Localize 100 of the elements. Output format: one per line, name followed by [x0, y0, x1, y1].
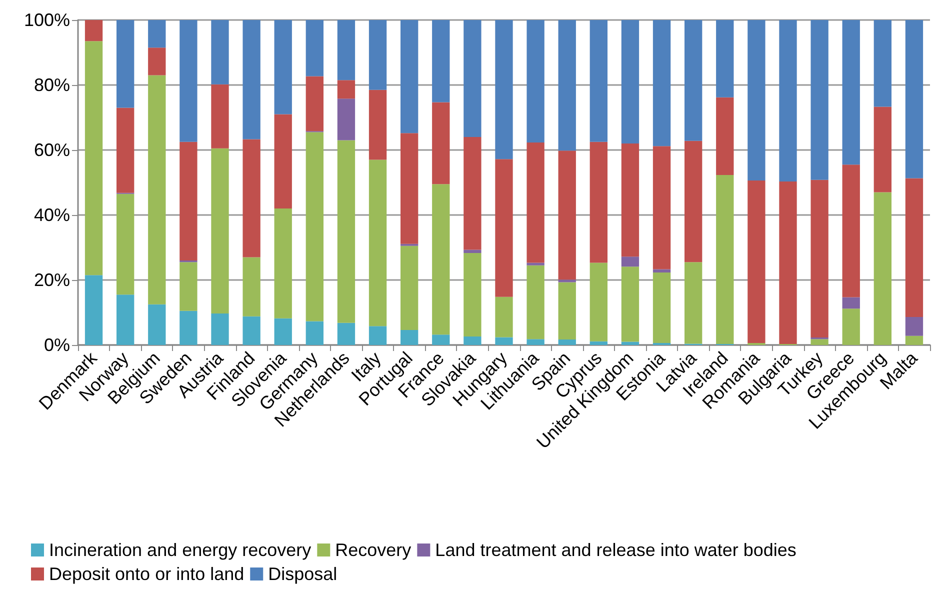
- bar: [400, 246, 418, 330]
- bar: [590, 262, 608, 342]
- bar: [495, 337, 513, 345]
- bar: [148, 20, 166, 48]
- bar: [306, 76, 324, 132]
- y-tick-label: 80%: [34, 75, 70, 95]
- y-tick-label: 0%: [44, 335, 70, 355]
- bar: [652, 146, 671, 270]
- y-tick-label: 40%: [34, 205, 70, 225]
- bar: [211, 313, 229, 345]
- bar: [558, 150, 576, 280]
- bar: [652, 272, 671, 344]
- bar: [337, 322, 356, 345]
- bar: [242, 316, 260, 345]
- bar: [180, 262, 198, 311]
- bar: [242, 257, 260, 316]
- bar: [652, 269, 671, 273]
- bar: [274, 208, 292, 318]
- bar: [464, 336, 482, 345]
- bar: [180, 20, 198, 142]
- bar: [116, 294, 134, 345]
- bar: [306, 132, 324, 322]
- legend-label: Deposit onto or into land: [49, 564, 244, 584]
- bar: [684, 20, 702, 141]
- bar: [621, 20, 640, 144]
- bar: [84, 41, 103, 276]
- bar: [337, 140, 356, 323]
- bar: [495, 296, 513, 338]
- bar: [337, 98, 356, 140]
- bar: [905, 20, 924, 178]
- bar: [526, 339, 544, 345]
- bar: [464, 250, 482, 254]
- bar: [874, 192, 892, 345]
- bar: [748, 20, 766, 181]
- bar: [368, 326, 387, 345]
- bar: [526, 20, 544, 143]
- bar: [337, 20, 356, 80]
- bar: [368, 90, 387, 160]
- bar: [432, 184, 450, 335]
- bar: [779, 182, 797, 344]
- bar: [716, 97, 734, 176]
- bar: [684, 262, 702, 344]
- legend-label: Disposal: [268, 564, 338, 584]
- bar: [842, 308, 860, 345]
- bar: [148, 304, 166, 345]
- bar: [558, 282, 576, 340]
- bar: [116, 20, 134, 108]
- y-tick-label: 100%: [24, 10, 70, 30]
- bar: [810, 180, 828, 338]
- bar: [211, 20, 229, 84]
- bar: [495, 20, 513, 160]
- bar: [810, 20, 828, 180]
- bar: [368, 20, 387, 90]
- bar: [716, 175, 734, 344]
- bar: [464, 253, 482, 337]
- legend-label: Recovery: [335, 540, 412, 560]
- y-tick-label: 20%: [34, 270, 70, 290]
- bar: [590, 142, 608, 263]
- bar: [495, 159, 513, 297]
- bar: [274, 114, 292, 208]
- bar: [652, 20, 671, 146]
- bar: [337, 80, 356, 99]
- bar: [211, 84, 229, 148]
- bar: [590, 341, 608, 345]
- bar: [842, 164, 860, 298]
- bar: [621, 266, 640, 342]
- bar: [905, 178, 924, 318]
- bar: [558, 20, 576, 151]
- bar: [180, 310, 198, 345]
- bar: [116, 194, 134, 295]
- bar: [716, 20, 734, 98]
- bar: [874, 106, 892, 192]
- legend-label: Land treatment and release into water bodies: [435, 540, 796, 560]
- bar: [464, 137, 482, 250]
- bar: [180, 142, 198, 260]
- bar: [211, 148, 229, 314]
- bar: [306, 20, 324, 76]
- bar: [810, 339, 828, 345]
- bar: [242, 139, 260, 258]
- bar: [842, 20, 860, 165]
- bar: [748, 180, 766, 344]
- bar: [526, 262, 544, 266]
- bar: [84, 20, 103, 42]
- bar: [274, 20, 292, 114]
- bar: [874, 20, 892, 107]
- bar: [400, 20, 418, 134]
- bar: [148, 75, 166, 304]
- bar: [905, 317, 924, 336]
- bar: [905, 336, 924, 345]
- bar: [148, 48, 166, 76]
- bar: [274, 318, 292, 345]
- bar: [621, 256, 640, 267]
- bar: [621, 144, 640, 257]
- bar: [558, 339, 576, 345]
- bar: [684, 140, 702, 262]
- bar: [242, 20, 260, 140]
- bar: [84, 275, 103, 345]
- bar: [558, 280, 576, 282]
- bar: [432, 20, 450, 102]
- bar: [116, 108, 134, 193]
